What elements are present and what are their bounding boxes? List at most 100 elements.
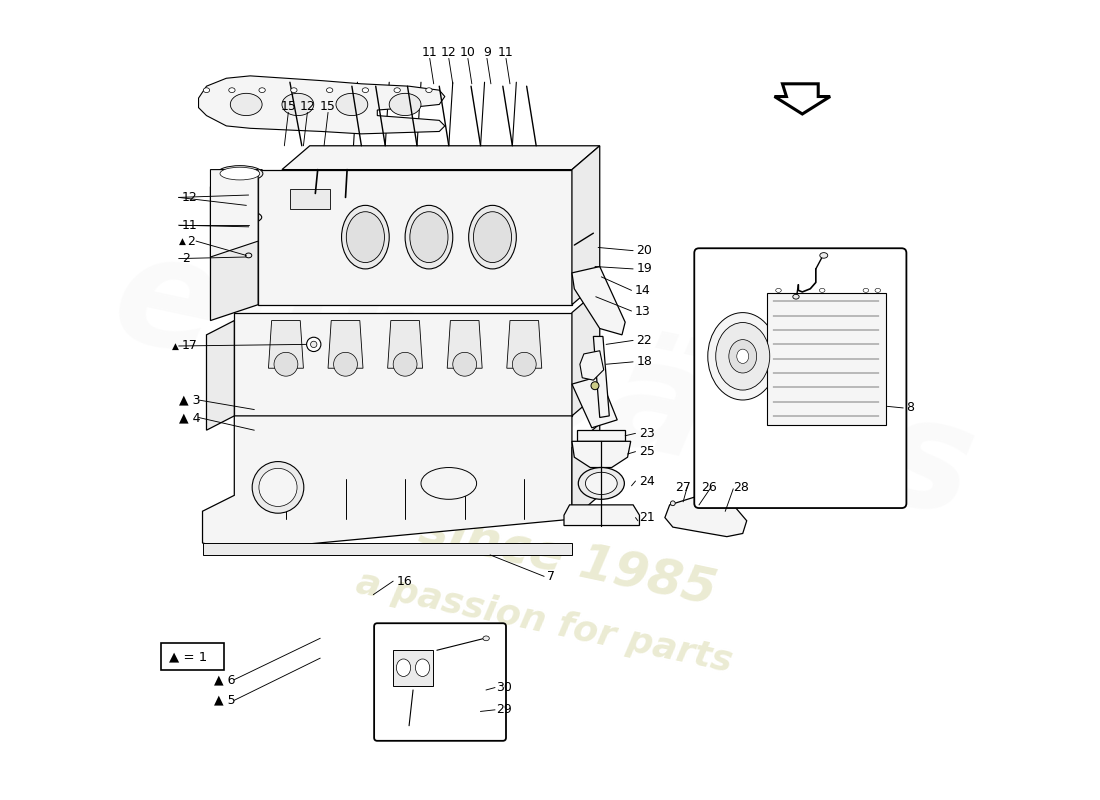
Text: ▲ 6: ▲ 6 xyxy=(214,673,235,686)
Text: 25: 25 xyxy=(639,445,654,458)
Polygon shape xyxy=(198,76,444,134)
Polygon shape xyxy=(210,170,258,257)
Text: 15: 15 xyxy=(320,99,336,113)
Polygon shape xyxy=(664,497,747,537)
Text: 18: 18 xyxy=(636,355,652,368)
Ellipse shape xyxy=(737,349,749,363)
Ellipse shape xyxy=(473,212,512,262)
Ellipse shape xyxy=(469,206,516,269)
Text: 17: 17 xyxy=(182,339,198,353)
Ellipse shape xyxy=(341,206,389,269)
Ellipse shape xyxy=(579,467,625,499)
Ellipse shape xyxy=(229,88,235,93)
Polygon shape xyxy=(593,337,609,418)
Polygon shape xyxy=(774,84,830,114)
Ellipse shape xyxy=(245,253,252,258)
Polygon shape xyxy=(210,170,258,321)
Text: ▲: ▲ xyxy=(172,342,178,350)
Text: since 1985: since 1985 xyxy=(415,504,720,614)
Polygon shape xyxy=(202,416,572,551)
Polygon shape xyxy=(564,505,639,526)
Polygon shape xyxy=(268,321,304,368)
Text: ▲ 5: ▲ 5 xyxy=(214,694,236,707)
Ellipse shape xyxy=(282,94,314,115)
Polygon shape xyxy=(219,170,262,265)
Ellipse shape xyxy=(776,288,781,292)
Ellipse shape xyxy=(670,501,675,506)
Polygon shape xyxy=(767,293,886,426)
Text: 30: 30 xyxy=(496,681,513,694)
Text: 2: 2 xyxy=(187,234,195,248)
Text: 7: 7 xyxy=(548,570,556,583)
Polygon shape xyxy=(282,146,600,170)
Ellipse shape xyxy=(405,206,453,269)
Ellipse shape xyxy=(389,94,421,115)
Ellipse shape xyxy=(220,167,260,180)
Polygon shape xyxy=(393,650,433,686)
Polygon shape xyxy=(507,321,541,368)
Polygon shape xyxy=(258,170,572,305)
Text: 12: 12 xyxy=(182,191,198,204)
Polygon shape xyxy=(572,146,600,305)
Polygon shape xyxy=(448,321,482,368)
Ellipse shape xyxy=(729,340,757,373)
Text: ▲: ▲ xyxy=(178,237,186,246)
Text: 14: 14 xyxy=(635,284,650,297)
Polygon shape xyxy=(387,321,422,368)
Ellipse shape xyxy=(716,322,770,390)
Polygon shape xyxy=(572,442,630,467)
Text: 20: 20 xyxy=(636,244,652,257)
Ellipse shape xyxy=(707,313,778,400)
Ellipse shape xyxy=(396,659,410,677)
Ellipse shape xyxy=(346,212,384,262)
Text: 2: 2 xyxy=(182,252,189,265)
Text: 26: 26 xyxy=(702,481,717,494)
Polygon shape xyxy=(234,313,572,416)
Ellipse shape xyxy=(585,472,617,494)
Ellipse shape xyxy=(793,294,799,299)
Ellipse shape xyxy=(874,288,881,292)
Ellipse shape xyxy=(362,88,369,93)
Ellipse shape xyxy=(410,212,448,262)
Text: 13: 13 xyxy=(635,305,650,318)
Text: 19: 19 xyxy=(636,262,652,275)
Ellipse shape xyxy=(483,636,490,641)
FancyBboxPatch shape xyxy=(374,623,506,741)
Polygon shape xyxy=(572,289,600,416)
Text: ▲ 3: ▲ 3 xyxy=(178,394,200,406)
Text: 15: 15 xyxy=(280,99,296,113)
Ellipse shape xyxy=(327,88,333,93)
Ellipse shape xyxy=(252,462,304,514)
Text: a passion for parts: a passion for parts xyxy=(353,566,736,679)
Text: 28: 28 xyxy=(734,481,749,494)
Polygon shape xyxy=(572,376,617,428)
Polygon shape xyxy=(290,190,330,210)
FancyBboxPatch shape xyxy=(694,248,906,508)
Text: 11: 11 xyxy=(422,46,438,58)
Ellipse shape xyxy=(274,352,298,376)
Ellipse shape xyxy=(290,88,297,93)
Ellipse shape xyxy=(310,342,317,347)
Ellipse shape xyxy=(204,88,210,93)
Ellipse shape xyxy=(307,338,321,351)
Text: 23: 23 xyxy=(639,427,654,440)
Polygon shape xyxy=(202,543,572,555)
Text: 29: 29 xyxy=(496,703,513,716)
Ellipse shape xyxy=(393,352,417,376)
Text: europäres: europäres xyxy=(100,219,988,549)
Text: 16: 16 xyxy=(396,574,412,588)
Text: 24: 24 xyxy=(639,474,654,487)
Ellipse shape xyxy=(591,382,598,390)
Text: ▲ 4: ▲ 4 xyxy=(178,411,200,424)
Polygon shape xyxy=(580,350,604,380)
Polygon shape xyxy=(572,424,600,519)
Ellipse shape xyxy=(426,88,432,93)
Ellipse shape xyxy=(258,88,265,93)
Ellipse shape xyxy=(333,352,358,376)
Text: 21: 21 xyxy=(639,511,654,524)
Ellipse shape xyxy=(864,288,869,292)
Text: 12: 12 xyxy=(441,46,456,58)
Text: 22: 22 xyxy=(636,334,652,347)
Ellipse shape xyxy=(820,288,825,292)
Ellipse shape xyxy=(336,94,367,115)
